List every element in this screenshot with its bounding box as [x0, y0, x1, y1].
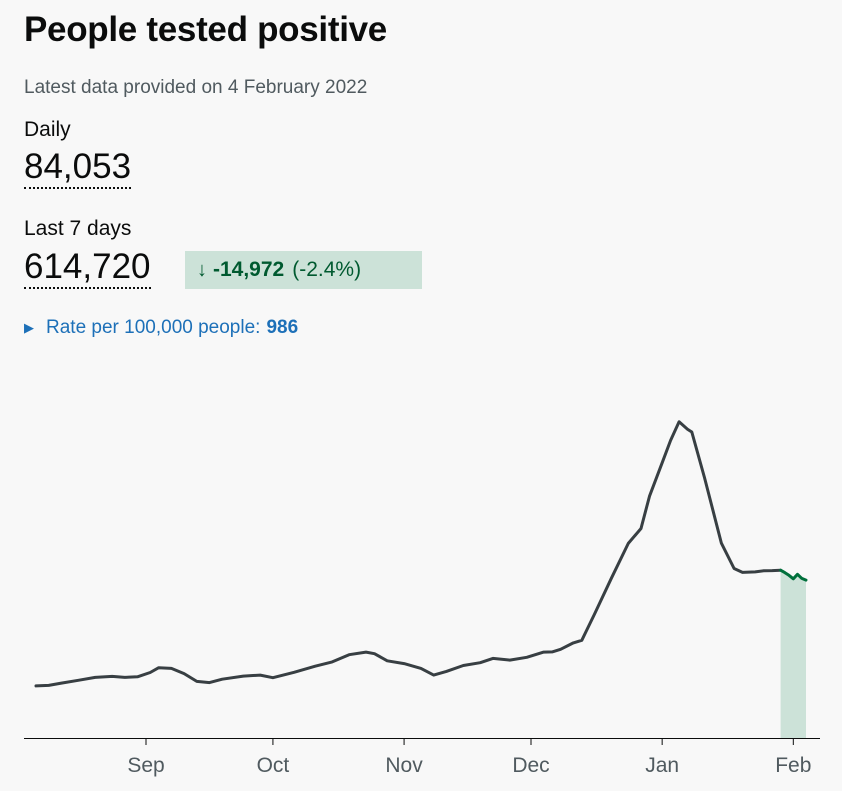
arrow-down-icon: ↓	[197, 258, 207, 281]
x-tick-label: Feb	[775, 754, 811, 777]
recent-cases-line	[779, 568, 808, 582]
rate-value: 986	[266, 317, 299, 338]
last-7-days-label: Last 7 days	[24, 217, 132, 240]
triangle-right-icon: ▶	[24, 320, 34, 335]
last-updated-text: Latest data provided on 4 February 2022	[24, 77, 368, 98]
cases-line-chart: Sep Oct Nov Dec Jan Feb	[24, 420, 820, 777]
change-badge: ↓ -14,972 (-2.4%)	[185, 251, 422, 289]
cases-line	[34, 420, 783, 688]
x-tick-label: Dec	[512, 754, 549, 777]
x-tick-label: Sep	[127, 754, 164, 777]
change-percent: (-2.4%)	[292, 258, 362, 281]
x-tick-label: Jan	[645, 754, 679, 777]
x-tick-label: Oct	[257, 754, 290, 777]
rate-per-100k-toggle[interactable]: ▶ Rate per 100,000 people: 986	[24, 317, 298, 339]
x-tick-label: Nov	[385, 754, 423, 777]
change-value: -14,972	[213, 258, 285, 281]
last-7-days-value[interactable]: 614,720	[24, 247, 151, 289]
daily-value[interactable]: 84,053	[24, 147, 132, 189]
daily-label: Daily	[24, 118, 71, 141]
last-7-days-area	[780, 570, 806, 738]
rate-label: Rate per 100,000 people:	[46, 317, 261, 338]
page-title: People tested positive	[24, 10, 387, 49]
